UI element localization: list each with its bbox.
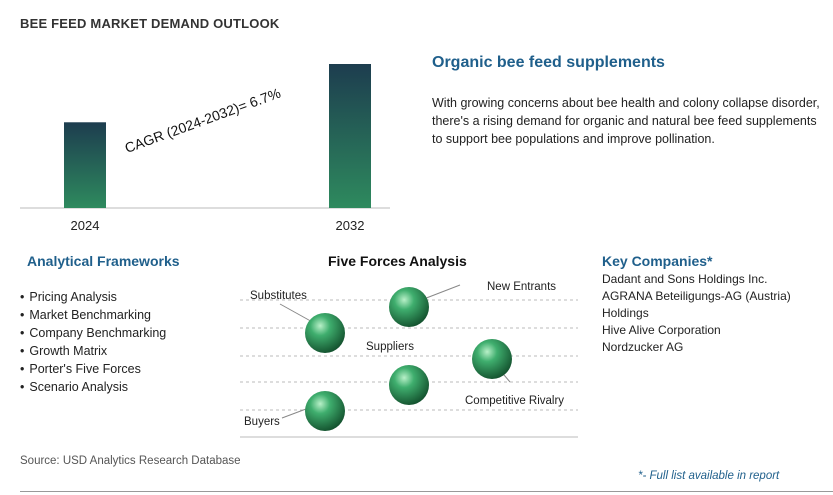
bottom-divider xyxy=(20,491,833,492)
bar-2024 xyxy=(64,122,106,208)
bar-2032 xyxy=(329,64,371,208)
force-label-new-entrants: New Entrants xyxy=(487,281,557,293)
force-label-competitive-rivalry: Competitive Rivalry xyxy=(465,395,565,407)
list-item: Hive Alive Corporation xyxy=(602,323,721,337)
frameworks-title: Analytical Frameworks xyxy=(27,253,180,269)
x-tick-label: 2024 xyxy=(71,218,100,233)
five-forces-title: Five Forces Analysis xyxy=(328,253,467,269)
list-item: AGRANA Beteiligungs-AG (Austria) Holding… xyxy=(602,289,791,320)
x-tick-label: 2032 xyxy=(336,218,365,233)
force-label-suppliers: Suppliers xyxy=(366,341,414,353)
force-label-substitutes: Substitutes xyxy=(250,290,307,302)
sphere-substitutes xyxy=(305,313,345,353)
footnote: *- Full list available in report xyxy=(638,470,780,482)
companies-title: Key Companies* xyxy=(602,253,713,269)
companies-list: Dadant and Sons Holdings Inc. AGRANA Bet… xyxy=(602,271,827,356)
frameworks-list: Pricing Analysis Market Benchmarking Com… xyxy=(20,288,166,396)
force-label-buyers: Buyers xyxy=(244,416,280,428)
sphere-new-entrants xyxy=(389,287,429,327)
sphere-buyers xyxy=(305,391,345,431)
sphere-rivalry xyxy=(472,339,512,379)
highlight-body: With growing concerns about bee health a… xyxy=(432,96,820,146)
list-item: Dadant and Sons Holdings Inc. xyxy=(602,272,768,286)
list-item: Nordzucker AG xyxy=(602,340,684,354)
source-text: Source: USD Analytics Research Database xyxy=(20,455,241,467)
highlight-title: Organic bee feed supplements xyxy=(432,54,665,71)
page-title: BEE FEED MARKET DEMAND OUTLOOK xyxy=(20,16,280,31)
list-item: Porter's Five Forces xyxy=(20,360,166,378)
list-item: Scenario Analysis xyxy=(20,378,166,396)
bar-chart: 2024 2032 xyxy=(20,64,390,233)
five-forces-diagram xyxy=(240,284,578,438)
sphere-suppliers xyxy=(389,365,429,405)
list-item: Market Benchmarking xyxy=(20,306,166,324)
list-item: Growth Matrix xyxy=(20,342,166,360)
list-item: Company Benchmarking xyxy=(20,324,166,342)
list-item: Pricing Analysis xyxy=(20,288,166,306)
